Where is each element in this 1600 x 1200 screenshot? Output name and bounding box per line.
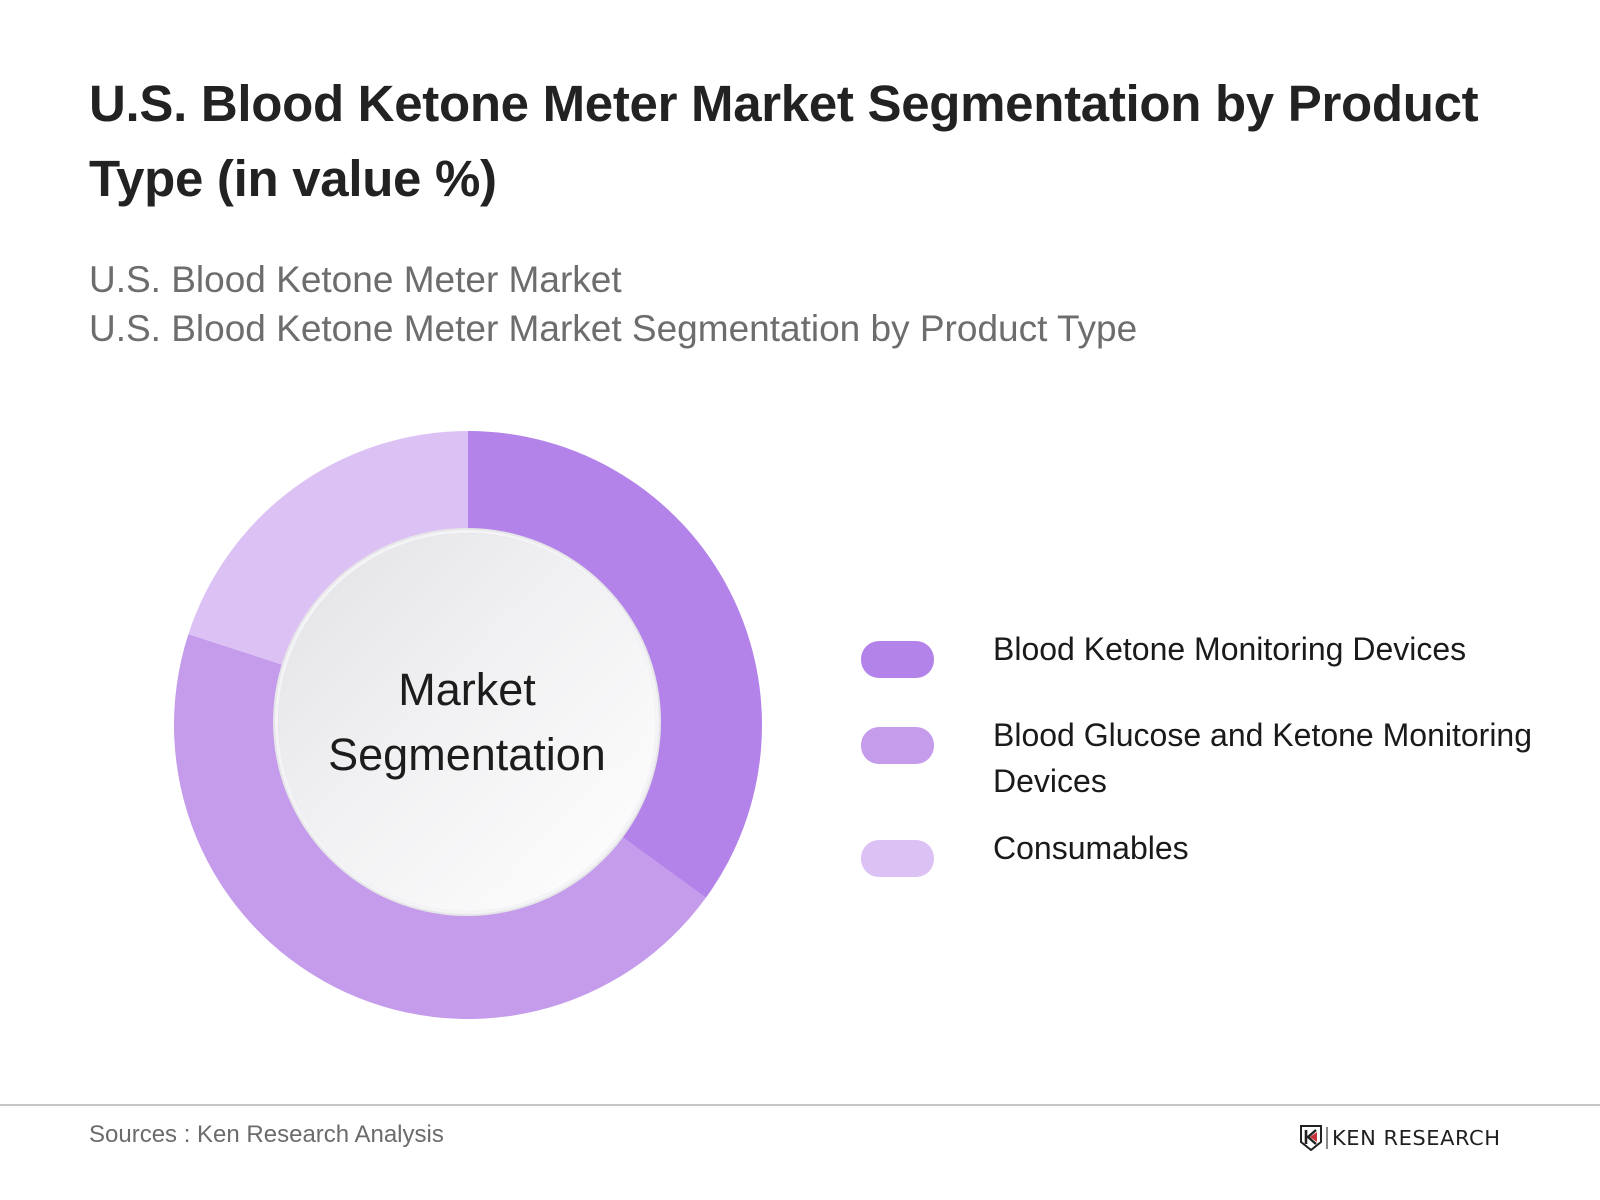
subtitle-line-2: U.S. Blood Ketone Meter Market Segmentat…: [89, 308, 1138, 349]
center-label-line-2: Segmentation: [328, 729, 606, 780]
logo-divider: [1326, 1127, 1328, 1149]
legend-label: Blood Ketone Monitoring Devices: [993, 631, 1467, 667]
donut-center-label: Market Segmentation: [278, 533, 656, 911]
footer-divider: [0, 1104, 1600, 1106]
donut-slice-blood-glucose-and-ketone-monitoring-devices: [174, 634, 706, 1019]
legend-swatch-icon: [861, 840, 934, 877]
subtitle-line-1: U.S. Blood Ketone Meter Market: [89, 259, 622, 300]
chart-title: U.S. Blood Ketone Meter Market Segmentat…: [89, 75, 1479, 207]
logo-text: KEN RESEARCH: [1332, 1126, 1501, 1150]
chart-subtitle: U.S. Blood Ketone Meter Market U.S. Bloo…: [89, 255, 1137, 353]
legend-swatch-icon: [861, 641, 934, 678]
legend-label: Consumables: [993, 830, 1189, 866]
ken-research-shield-icon: [1300, 1125, 1322, 1151]
legend-label: Blood Glucose and Ketone Monitoring Devi…: [993, 717, 1533, 799]
legend-swatch-icon: [861, 727, 934, 764]
ken-research-logo: KEN RESEARCH: [1300, 1124, 1500, 1152]
donut-slice-consumables: [188, 431, 468, 670]
source-note: Sources : Ken Research Analysis: [89, 1121, 444, 1148]
donut-chart: Market Segmentation: [174, 431, 762, 1019]
center-label-line-1: Market: [398, 664, 536, 715]
